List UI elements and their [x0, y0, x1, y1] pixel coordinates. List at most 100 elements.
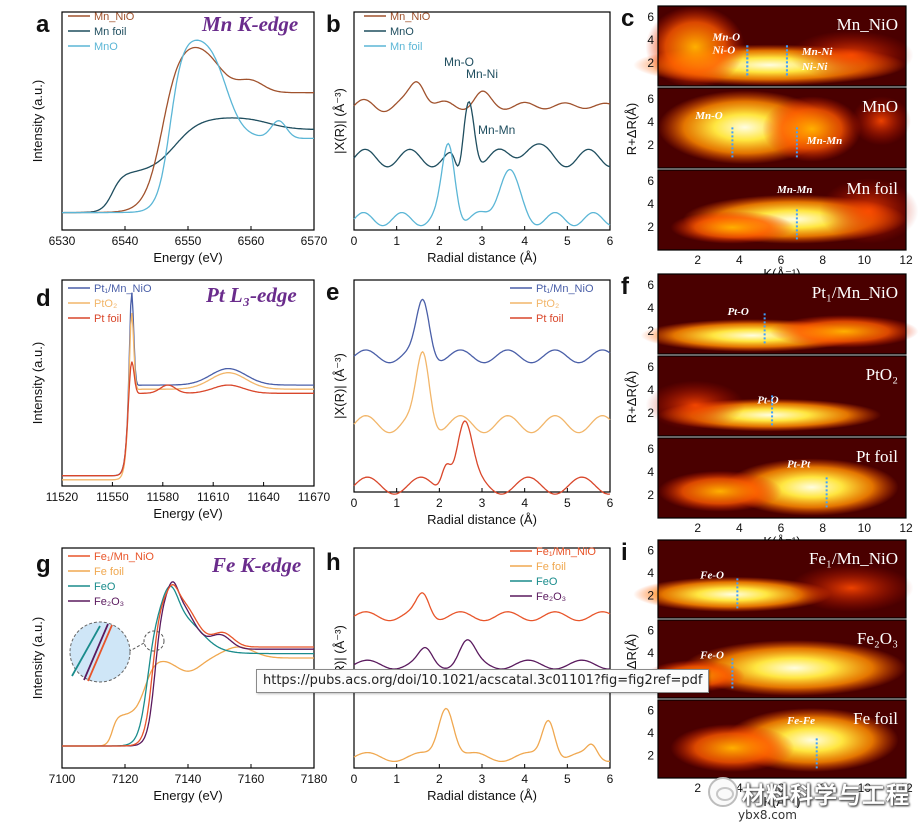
curve-fe2o3-ft [353, 639, 611, 670]
x-tick-label: 5 [564, 772, 571, 786]
x-tick-label: 4 [521, 496, 528, 510]
panel-letter: b [326, 11, 341, 38]
legend-label: Pt foil [94, 313, 122, 325]
legend-label: Mn_NiO [390, 11, 431, 23]
wt-intensity [762, 96, 862, 162]
wechat-icon [708, 777, 738, 807]
y-tick-label: 2 [647, 220, 654, 234]
y-tick-label: 4 [647, 115, 654, 129]
x-tick-label: 5 [564, 496, 571, 510]
wt-frame [657, 5, 907, 87]
wt-subplot [657, 87, 911, 169]
x-tick-label: 1 [393, 496, 400, 510]
legend-label: MnO [390, 26, 414, 38]
wt-peak-label: Mn-O [694, 110, 723, 122]
watermark: 材料科学与工程 ybx8.com [708, 774, 918, 826]
y-axis-label: Intensity (a.u.) [30, 342, 45, 424]
url-tooltip[interactable]: https://pubs.acs.org/doi/10.1021/acscata… [256, 669, 710, 693]
wt-intensity [819, 178, 919, 244]
curve-fe-foil [62, 646, 314, 747]
inset-line [71, 625, 101, 677]
x-tick-label: 6540 [112, 234, 139, 248]
x-tick-label: 4 [521, 234, 528, 248]
x-tick-label: 2 [436, 496, 443, 510]
x-tick-label: 2 [694, 781, 701, 795]
panel-letter: c [621, 5, 634, 32]
x-tick-label: 0 [351, 772, 358, 786]
wt-intensity [645, 380, 745, 430]
zoom-target-circle [143, 630, 165, 652]
wt-title: MnO [862, 97, 898, 116]
wt-subplot [633, 5, 914, 88]
panel-letter: i [621, 539, 628, 566]
wt-frame [657, 437, 907, 519]
panel-letter: e [326, 279, 339, 306]
wt-frame [657, 699, 907, 779]
wt-subplot [640, 273, 919, 355]
x-axis-label: Energy (eV) [153, 506, 222, 521]
wt-frame [657, 355, 907, 437]
x-tick-label: 6 [607, 772, 614, 786]
wt-peak-label: Mn-Mn [806, 135, 842, 147]
legend-label: Fe₂O₃ [94, 596, 124, 608]
x-tick-label: 12 [899, 521, 913, 535]
edge-title: Fe K-edge [211, 553, 301, 577]
wt-intensity [670, 211, 795, 244]
inset-line [87, 624, 113, 682]
legend-label: MnO [94, 41, 118, 53]
wt-peak-label: Fe-Fe [786, 715, 815, 727]
wt-title: PtO₂ [866, 365, 898, 384]
wt-intensity [789, 30, 914, 80]
wt-peak-label: Ni-Ni [801, 61, 829, 73]
curve-fe-foil-ft [353, 707, 610, 763]
wt-title: Mn foil [847, 179, 899, 198]
x-tick-label: 11520 [46, 490, 79, 504]
x-tick-label: 8 [819, 781, 826, 795]
wt-title: Fe₂O₃ [857, 629, 898, 648]
wt-peak-label: Mn-Ni [801, 46, 834, 58]
x-tick-label: 11640 [247, 490, 280, 504]
y-tick-label: 6 [647, 624, 654, 638]
wt-frame [657, 619, 907, 699]
panel-letter: h [326, 549, 341, 576]
curve-mn-foil [62, 117, 315, 214]
curve-pt1-ft [353, 298, 611, 364]
x-tick-label: 4 [736, 521, 743, 535]
wt-frame [657, 169, 907, 251]
legend-label: Pt foil [536, 313, 564, 325]
x-tick-label: 2 [436, 234, 443, 248]
legend-label: Fe₁/Mn_NiO [94, 551, 154, 563]
x-tick-label: 10 [858, 253, 872, 267]
x-tick-label: 10 [858, 781, 872, 795]
legend-label: Mn foil [94, 26, 126, 38]
x-tick-label: 12 [899, 781, 913, 795]
wt-subplot [657, 437, 907, 519]
y-tick-label: 6 [647, 174, 654, 188]
y-axis-label: Intensity (a.u.) [30, 80, 45, 162]
legend-label: FeO [94, 581, 116, 593]
x-tick-label: 7180 [301, 772, 328, 786]
wt-intensity [851, 96, 911, 146]
peak-annotation: Mn-O [444, 55, 474, 69]
legend-label: Fe foil [94, 566, 124, 578]
panel-letter: a [36, 11, 50, 38]
peak-annotation: Mn-Mn [478, 123, 515, 137]
wt-title: Pt₁/Mn_NiO [812, 283, 898, 302]
x-tick-label: 6 [778, 781, 785, 795]
x-tick-label: 2 [436, 772, 443, 786]
wt-peak-label: Fe-O [699, 649, 724, 661]
x-tick-label: 0 [351, 234, 358, 248]
y-tick-label: 6 [647, 92, 654, 106]
wt-peak-label: Mn-O [712, 31, 741, 43]
y-tick-label: 6 [647, 704, 654, 718]
x-tick-label: 5 [564, 234, 571, 248]
wt-frame [657, 87, 907, 169]
legend-label: Mn foil [390, 41, 422, 53]
x-tick-label: 2 [694, 521, 701, 535]
x-tick-label: 4 [521, 772, 528, 786]
x-tick-label: 6 [607, 496, 614, 510]
curve-pto2 [62, 313, 314, 481]
x-tick-label: 6560 [238, 234, 265, 248]
x-tick-label: 4 [736, 781, 743, 795]
legend-label: Fe₂O₃ [536, 591, 566, 603]
